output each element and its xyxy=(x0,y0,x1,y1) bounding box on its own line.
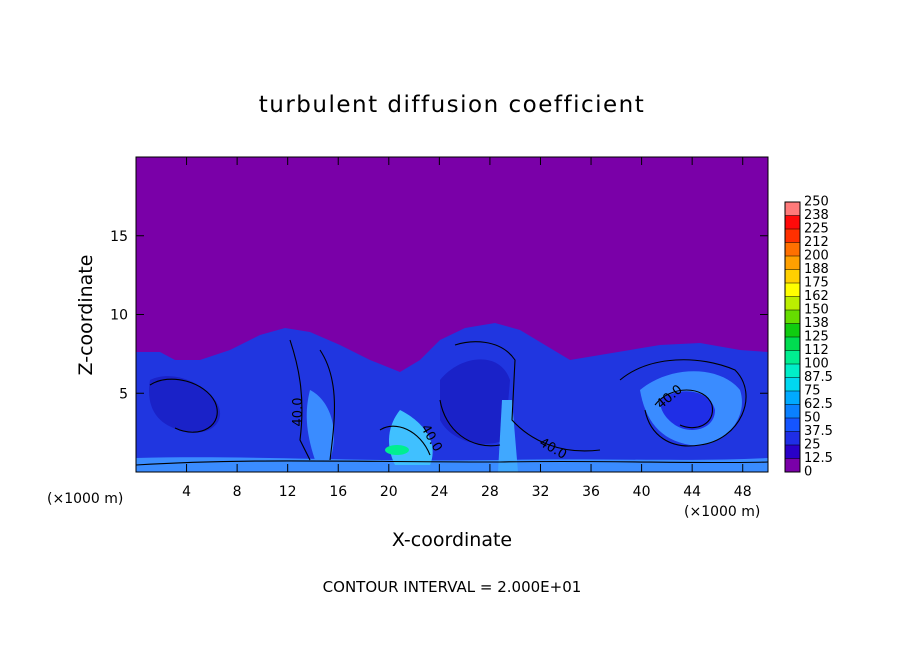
x-tick-label: 44 xyxy=(683,484,701,500)
chart-title: turbulent diffusion coefficient xyxy=(259,92,646,118)
colorbar-bin xyxy=(785,350,800,364)
colorbar-label: 238 xyxy=(804,208,829,223)
colorbar-bin xyxy=(785,337,800,351)
y-tick-label: 15 xyxy=(110,229,128,245)
colorbar-label: 225 xyxy=(804,222,829,237)
colorbar-label: 12.5 xyxy=(804,451,833,466)
x-tick-label: 20 xyxy=(380,484,398,500)
footnote: CONTOUR INTERVAL = 2.000E+01 xyxy=(323,578,582,596)
colorbar-bin xyxy=(785,202,800,216)
colorbar-bin xyxy=(785,283,800,297)
x-unit: (×1000 m) xyxy=(684,504,760,520)
colorbar-label: 62.5 xyxy=(804,397,833,412)
colorbar-label: 138 xyxy=(804,316,829,331)
colorbar-bin xyxy=(785,418,800,432)
x-axis-label: X-coordinate xyxy=(392,529,512,551)
colorbar-bin xyxy=(785,296,800,310)
colorbar-label: 0 xyxy=(804,465,812,480)
colorbar-label: 75 xyxy=(804,384,821,399)
colorbar-bin xyxy=(785,269,800,283)
y-tick-label: 10 xyxy=(110,308,128,324)
x-tick-label: 36 xyxy=(582,484,600,500)
colorbar-bin xyxy=(785,364,800,378)
colorbar-label: 212 xyxy=(804,235,829,250)
colorbar-bin xyxy=(785,391,800,405)
colorbar-bin xyxy=(785,431,800,445)
colorbar-bin xyxy=(785,323,800,337)
colorbar-bin xyxy=(785,445,800,459)
colorbar-label: 25 xyxy=(804,438,821,453)
y-axis-label: Z-coordinate xyxy=(75,255,97,376)
colorbar-bin xyxy=(785,458,800,472)
y-unit: (×1000 m) xyxy=(47,491,123,507)
colorbar-label: 112 xyxy=(804,343,829,358)
y-tick-label: 5 xyxy=(119,386,128,402)
colorbar-bin xyxy=(785,404,800,418)
colorbar-bin xyxy=(785,229,800,243)
x-tick-label: 28 xyxy=(481,484,499,500)
colorbar-bin xyxy=(785,256,800,270)
colorbar-label: 37.5 xyxy=(804,424,833,439)
colorbar-bin xyxy=(785,310,800,324)
colorbar-label: 175 xyxy=(804,276,829,291)
colorbar-label: 162 xyxy=(804,289,829,304)
colorbar-label: 188 xyxy=(804,262,829,277)
colorbar-label: 87.5 xyxy=(804,370,833,385)
colorbar-bin xyxy=(785,242,800,256)
x-tick-label: 48 xyxy=(734,484,752,500)
colorbar-label: 100 xyxy=(804,357,829,372)
field xyxy=(136,157,768,472)
colorbar-label: 50 xyxy=(804,411,821,426)
colorbar-label: 125 xyxy=(804,330,829,345)
x-tick-label: 32 xyxy=(532,484,550,500)
x-tick-label: 12 xyxy=(279,484,297,500)
x-tick-label: 8 xyxy=(233,484,242,500)
colorbar-label: 250 xyxy=(804,195,829,210)
contour-label: 40.0 xyxy=(291,398,306,427)
colorbar-bin xyxy=(785,215,800,229)
colorbar-bin xyxy=(785,377,800,391)
x-tick-label: 24 xyxy=(430,484,448,500)
colorbar-label: 150 xyxy=(804,303,829,318)
colorbar-label: 200 xyxy=(804,249,829,264)
x-tick-label: 4 xyxy=(182,484,191,500)
x-tick-label: 16 xyxy=(329,484,347,500)
x-tick-label: 40 xyxy=(633,484,651,500)
